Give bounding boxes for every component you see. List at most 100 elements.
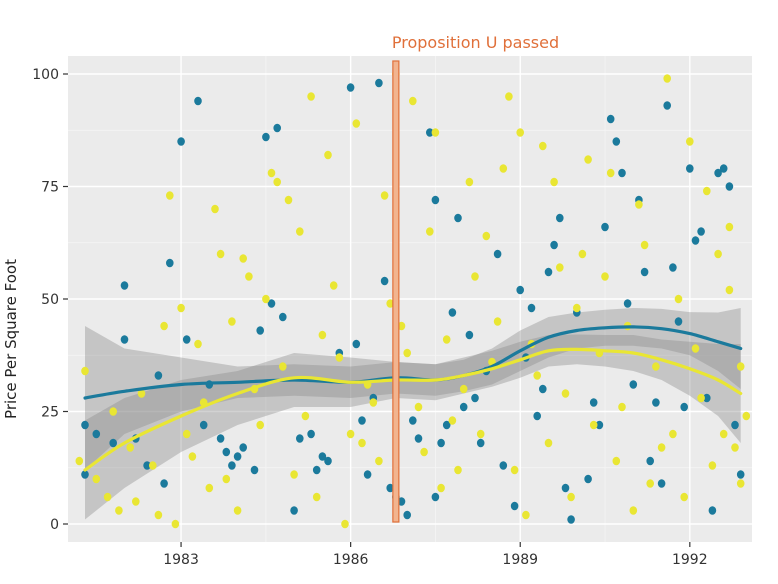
data-point [669,263,677,272]
data-point [143,461,151,470]
data-point [426,128,434,137]
data-point [691,344,700,353]
data-point [211,204,219,214]
data-point [324,456,332,466]
data-point [601,222,609,232]
y-tick-label: 0 [50,517,59,533]
data-point [182,335,191,344]
data-point [448,308,457,317]
data-point [273,177,282,187]
data-point [442,335,451,344]
data-point [216,434,225,443]
data-point [296,434,304,443]
data-point [318,452,327,461]
y-axis-title: Price Per Square Foot [2,259,20,419]
data-point [182,429,191,439]
data-point [731,443,739,452]
data-point [465,177,474,187]
data-point [595,420,604,430]
data-point [262,294,270,304]
data-point [290,470,298,479]
data-point [216,249,225,259]
data-point [431,492,440,502]
data-point [437,483,445,493]
data-point [120,281,129,290]
data-point [312,465,321,475]
data-point [267,168,276,178]
data-point [516,285,524,295]
data-point [81,470,89,479]
data-point [618,168,626,178]
y-ticks: 0 25 50 75 100 [32,67,68,533]
data-point [454,465,462,475]
annotation-line-layer [392,60,400,523]
data-point [324,150,332,160]
data-point [561,389,570,398]
data-point [556,213,564,223]
data-point [725,285,734,295]
data-point [256,420,265,430]
data-point [471,393,479,403]
data-point [703,186,711,196]
data-point [589,420,598,430]
data-point [420,447,428,457]
data-point [606,114,615,124]
data-point [482,231,491,241]
data-point [612,137,621,146]
data-point [471,272,479,281]
data-point [239,254,247,263]
data-point [697,393,705,403]
data-point [307,92,315,101]
data-point [663,74,671,83]
data-point [228,317,236,326]
data-point [346,429,355,439]
data-point [171,519,180,529]
data-point [403,348,412,358]
data-point [714,249,722,259]
data-point [279,362,287,371]
data-point [442,420,451,430]
data-point [120,335,129,344]
data-point [635,200,643,209]
data-point [493,317,502,326]
data-point [505,92,513,101]
data-point [544,438,553,448]
data-point [640,267,649,277]
data-point [669,429,677,439]
data-point [363,470,372,479]
data-point [674,317,683,326]
data-point [222,474,231,484]
data-point [154,510,163,520]
data-point [618,402,626,412]
annotation-line [392,60,400,523]
smooth-lines [83,325,743,472]
data-point [703,393,711,403]
data-point [589,398,598,407]
data-point [584,474,592,484]
smooth-line [83,325,743,400]
data-point [92,429,101,439]
data-point [612,456,621,466]
data-point [403,510,412,520]
data-point [346,83,355,92]
data-point [736,479,745,488]
data-point [652,398,660,407]
data-point [550,177,558,187]
data-point [522,510,530,520]
data-point [719,164,728,173]
data-point [312,492,321,502]
annotation-label: Proposition U passed [392,33,559,52]
smooth-line [83,347,743,472]
data-point [652,362,660,371]
data-point [352,119,361,128]
data-point [657,479,666,488]
data-point [397,321,406,331]
data-point [697,227,705,236]
data-point [459,384,468,394]
data-point [109,438,117,448]
data-point [307,429,315,439]
data-point [465,330,474,340]
data-point [290,506,298,515]
data-point [397,497,406,506]
x-tick-label: 1989 [502,552,538,568]
